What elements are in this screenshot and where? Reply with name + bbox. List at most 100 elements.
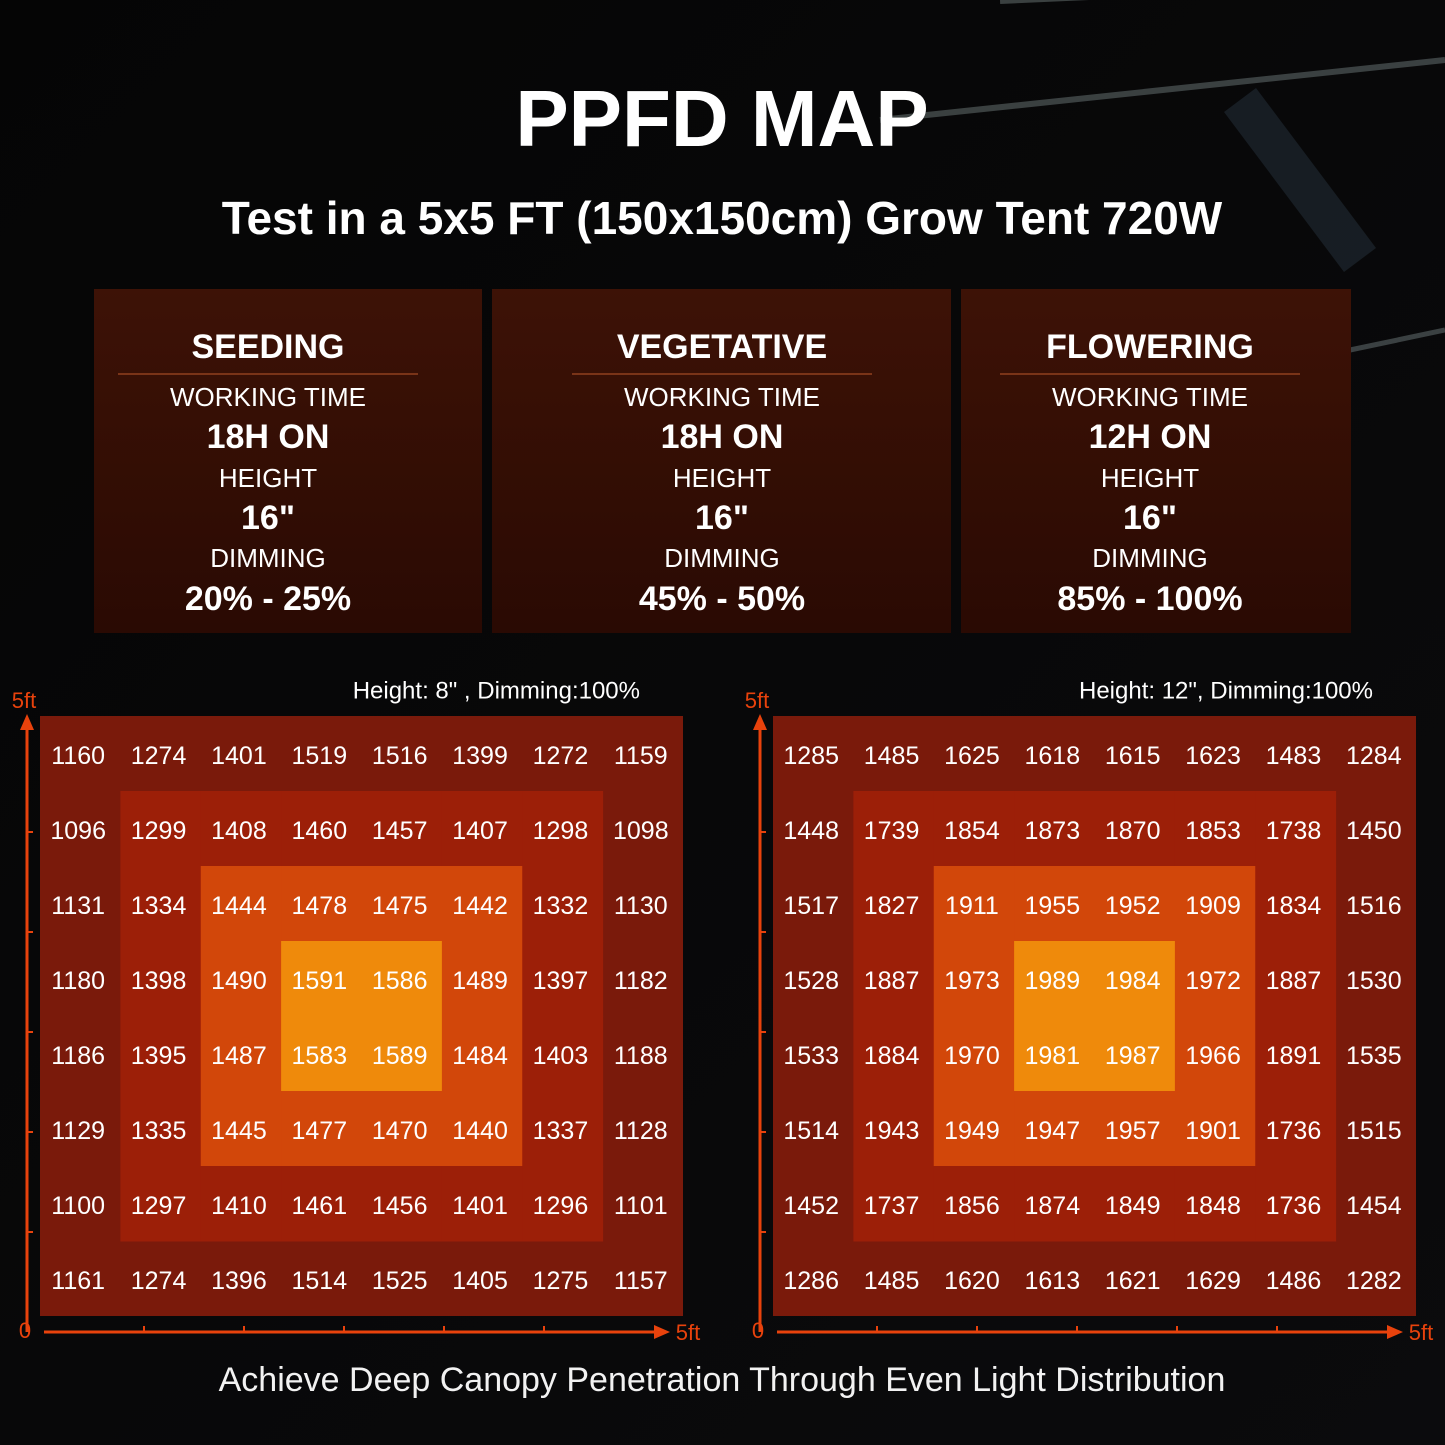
ppfd-value: 1911 (945, 892, 999, 920)
map-cell-bg (281, 866, 362, 942)
ppfd-value: 1516 (372, 742, 428, 770)
ppfd-value: 1519 (292, 742, 348, 770)
ppfd-value: 1870 (1105, 817, 1161, 845)
map-cell-bg (1014, 1166, 1095, 1242)
ppfd-value: 1490 (211, 967, 267, 995)
ppfd-value: 1128 (614, 1117, 668, 1145)
ppfd-value: 1159 (614, 742, 668, 770)
ppfd-value: 1188 (614, 1042, 668, 1070)
map-cell-bg (361, 1166, 443, 1242)
map-cell-bg (1255, 1166, 1337, 1242)
ppfd-value: 1834 (1266, 892, 1322, 920)
map-cell-bg (361, 941, 443, 1017)
map-cell-bg (1014, 791, 1095, 867)
ppfd-value: 1591 (292, 967, 348, 995)
ppfd-value: 1943 (864, 1117, 920, 1145)
footer: Achieve Deep Canopy Penetration Through … (219, 1361, 1226, 1399)
map-cell-bg (1255, 1016, 1337, 1092)
map-cell-bg (1094, 1016, 1176, 1092)
ppfd-value: 1629 (1185, 1267, 1241, 1295)
ppfd-value: 1615 (1105, 742, 1161, 770)
map-cell-bg (1174, 1166, 1256, 1242)
ppfd-value: 1284 (1346, 742, 1402, 770)
ppfd-value: 1450 (1346, 817, 1402, 845)
subtitle: Test in a 5x5 FT (150x150cm) Grow Tent 7… (222, 192, 1223, 244)
ppfd-value: 1625 (944, 742, 1000, 770)
ppfd-value: 1129 (51, 1117, 105, 1145)
ppfd-value: 1477 (292, 1117, 348, 1145)
map-cell-bg (120, 1091, 202, 1167)
field-value: 16" (241, 499, 295, 537)
map-cell-bg (120, 1166, 202, 1242)
ppfd-value: 1514 (783, 1117, 839, 1145)
map-cell-bg (1255, 866, 1337, 942)
ppfd-value: 1274 (131, 1267, 187, 1295)
map-cell-bg (441, 1166, 523, 1242)
ppfd-value: 1856 (944, 1192, 1000, 1220)
ppfd-value: 1623 (1185, 742, 1241, 770)
ppfd-value: 1334 (131, 892, 187, 920)
stage-name: FLOWERING (1046, 328, 1254, 366)
ppfd-value: 1405 (452, 1267, 508, 1295)
ppfd-value: 1966 (1185, 1042, 1241, 1070)
y-axis-label: 5ft (745, 688, 769, 713)
map-cell-bg (200, 1016, 282, 1092)
ppfd-value: 1739 (864, 817, 920, 845)
ppfd-value: 1485 (864, 742, 920, 770)
ppfd-value: 1475 (372, 892, 428, 920)
map-cell-bg (522, 941, 604, 1017)
ppfd-value: 1160 (51, 742, 105, 770)
ppfd-value: 1448 (783, 817, 839, 845)
ppfd-value: 1408 (211, 817, 267, 845)
field-label: DIMMING (1092, 543, 1208, 573)
map-cell-bg (522, 1091, 604, 1167)
ppfd-value: 1517 (783, 892, 839, 920)
map-cell-bg (853, 1016, 935, 1092)
ppfd-value: 1854 (944, 817, 1000, 845)
map-cell-bg (281, 791, 362, 867)
card-bg (492, 289, 951, 633)
map-cell-bg (1255, 941, 1337, 1017)
map-cell-bg (200, 941, 282, 1017)
ppfd-value: 1299 (131, 817, 187, 845)
ppfd-value: 1130 (614, 892, 668, 920)
map-cell-bg (853, 791, 935, 867)
ppfd-value: 1461 (292, 1192, 348, 1220)
map-cell-bg (522, 1166, 604, 1242)
ppfd-value: 1589 (372, 1042, 428, 1070)
ppfd-value: 1410 (211, 1192, 267, 1220)
ppfd-value: 1528 (783, 967, 839, 995)
map-cell-bg (933, 1016, 1015, 1092)
ppfd-value: 1457 (372, 817, 428, 845)
field-value: 16" (695, 499, 749, 537)
map-cell-bg (522, 1016, 604, 1092)
ppfd-value: 1887 (864, 967, 920, 995)
ppfd-value: 1887 (1266, 967, 1322, 995)
map-cell-bg (522, 866, 604, 942)
ppfd-value: 1583 (292, 1042, 348, 1070)
ppfd-value: 1586 (372, 967, 428, 995)
ppfd-value: 1186 (51, 1042, 105, 1070)
map-cell-bg (281, 941, 362, 1017)
ppfd-value: 1444 (211, 892, 267, 920)
y-axis-label: 5ft (12, 688, 36, 713)
stage-card: SEEDING WORKING TIME 18H ON HEIGHT 16" DIMMIN… (94, 289, 482, 633)
field-value: 12H ON (1089, 418, 1212, 456)
map-cell-bg (853, 866, 935, 942)
map-caption: Height: 8" , Dimming:100% (353, 677, 640, 704)
y-arrow (753, 714, 767, 730)
map-cell-bg (853, 1091, 935, 1167)
origin-label: 0 (19, 1318, 31, 1343)
map-cell-bg (1094, 1091, 1176, 1167)
ppfd-value: 1470 (372, 1117, 428, 1145)
ppfd-value: 1737 (864, 1192, 920, 1220)
ppfd-value: 1620 (944, 1267, 1000, 1295)
map-cell-bg (933, 1091, 1015, 1167)
ppfd-value: 1947 (1025, 1117, 1081, 1145)
ppfd-value: 1514 (292, 1267, 348, 1295)
map-cell-bg (120, 1016, 202, 1092)
ppfd-value: 1989 (1025, 967, 1081, 995)
ppfd-value: 1981 (1025, 1042, 1081, 1070)
ppfd-value: 1525 (372, 1267, 428, 1295)
ppfd-value: 1096 (50, 817, 106, 845)
